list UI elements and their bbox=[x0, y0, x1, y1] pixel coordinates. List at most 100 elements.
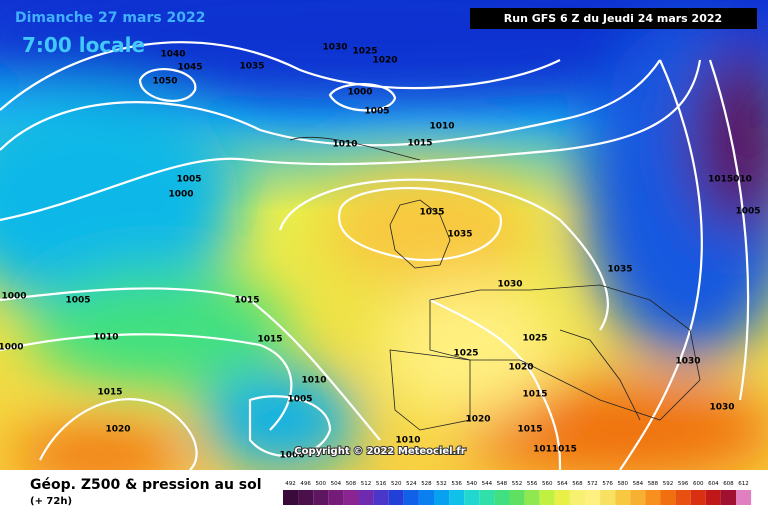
scale-swatch bbox=[720, 490, 736, 505]
isobar-label: 1030 bbox=[322, 43, 347, 53]
isobar-label: 1000 bbox=[168, 190, 193, 200]
isobar-label: 1050 bbox=[152, 77, 177, 87]
scale-swatch bbox=[705, 490, 721, 505]
scale-label: 608 bbox=[723, 481, 734, 487]
scale-label: 576 bbox=[602, 481, 613, 487]
isobar-label: 1000 bbox=[0, 343, 24, 353]
isobar-label: 1035 bbox=[607, 265, 632, 275]
scale-swatch bbox=[736, 490, 752, 505]
scale-label: 600 bbox=[693, 481, 704, 487]
scale-swatch bbox=[464, 490, 480, 505]
isobar-label: 1015 bbox=[407, 139, 432, 149]
isobar-label: 1020 bbox=[508, 363, 533, 373]
date: Dimanche 27 mars 2022 bbox=[15, 10, 206, 26]
scale-swatch bbox=[298, 490, 314, 505]
scale-label: 532 bbox=[436, 481, 447, 487]
scale-label: 512 bbox=[361, 481, 372, 487]
scale-label: 492 bbox=[285, 481, 296, 487]
scale-swatch bbox=[509, 490, 525, 505]
isobar-label: 1030 bbox=[497, 280, 522, 290]
isobar-label: 1015 bbox=[234, 296, 259, 306]
scale-swatch bbox=[328, 490, 344, 505]
isobar-label: 1025 bbox=[453, 349, 478, 359]
scale-swatch bbox=[283, 490, 299, 505]
isobar-label: 1035 bbox=[419, 208, 444, 218]
scale-swatch bbox=[403, 490, 419, 505]
isobar-label: 1020 bbox=[372, 56, 397, 66]
isobar-label: 1035 bbox=[447, 230, 472, 240]
scale-swatch bbox=[690, 490, 706, 505]
isobar-label: 1005 bbox=[287, 395, 312, 405]
scale-swatch bbox=[524, 490, 540, 505]
scale-label: 572 bbox=[587, 481, 598, 487]
isobar-label: 1015010 bbox=[708, 175, 752, 185]
scale-label: 548 bbox=[497, 481, 508, 487]
scale-label: 520 bbox=[391, 481, 402, 487]
scale-label: 552 bbox=[512, 481, 523, 487]
scale-label: 516 bbox=[376, 481, 387, 487]
scale-swatch bbox=[449, 490, 465, 505]
isobar-label: 1010 bbox=[93, 333, 118, 343]
isobar-label: 1015 bbox=[257, 335, 282, 345]
scale-label: 564 bbox=[557, 481, 568, 487]
scale-label: 592 bbox=[663, 481, 674, 487]
color-scale: 492 496 500 504 508 512 516 520 524 528 532 536 540 5… bbox=[283, 481, 752, 505]
isobar-label: 1000 bbox=[347, 88, 372, 98]
isobar-label: 1005 bbox=[176, 175, 201, 185]
scale-swatch bbox=[358, 490, 374, 505]
isobar-label: 1025 bbox=[352, 47, 377, 57]
scale-label: 528 bbox=[421, 481, 432, 487]
scale-swatch bbox=[373, 490, 389, 505]
scale-label: 540 bbox=[467, 481, 478, 487]
isobar-label: 1010 bbox=[332, 140, 357, 150]
scale-swatch bbox=[569, 490, 585, 505]
isobar-label: 1020 bbox=[465, 415, 490, 425]
scale-swatch bbox=[418, 490, 434, 505]
run-box bbox=[470, 8, 757, 29]
isobar-label: 1005 bbox=[364, 107, 389, 117]
field bbox=[0, 0, 768, 485]
scale-label: 596 bbox=[678, 481, 689, 487]
scale-label: 500 bbox=[316, 481, 327, 487]
time: 7:00 locale bbox=[22, 33, 145, 57]
scale-label: 588 bbox=[648, 481, 659, 487]
run-label: Run GFS 6 Z du Jeudi 24 mars 2022 bbox=[504, 12, 722, 25]
isobar-label: 1010 bbox=[301, 376, 326, 386]
scale-label: 524 bbox=[406, 481, 417, 487]
isobar-label: 1030 bbox=[675, 357, 700, 367]
isobar-label: 1025 bbox=[522, 334, 547, 344]
coastlines bbox=[289, 136, 701, 431]
scale-label: 536 bbox=[451, 481, 462, 487]
scale-label: 556 bbox=[527, 481, 538, 487]
scale-swatch bbox=[479, 490, 495, 505]
scale-swatch bbox=[675, 490, 691, 505]
isobar-label: 1030 bbox=[709, 403, 734, 413]
legend-title: Géop. Z500 & pression au sol bbox=[30, 477, 262, 493]
scale-swatch bbox=[600, 490, 616, 505]
scale-swatch bbox=[615, 490, 631, 505]
scale-swatch bbox=[494, 490, 510, 505]
scale-label: 504 bbox=[331, 481, 342, 487]
isobar-label: 1015 bbox=[522, 390, 547, 400]
scale-swatch bbox=[645, 490, 661, 505]
isobar-label: 1005 bbox=[65, 296, 90, 306]
isobar-label: 1011015 bbox=[533, 445, 577, 455]
isobar-label: 1045 bbox=[177, 63, 202, 73]
scale-label: 604 bbox=[708, 481, 719, 487]
scale-label: 496 bbox=[300, 481, 311, 487]
scale-label: 560 bbox=[542, 481, 553, 487]
legend-lead: (+ 72h) bbox=[30, 496, 72, 507]
isobar-label: 1015 bbox=[517, 425, 542, 435]
isobar-label: 1010 bbox=[429, 122, 454, 132]
scale-label: 508 bbox=[346, 481, 357, 487]
isobar-label: 1040 bbox=[160, 50, 185, 60]
scale-swatch bbox=[434, 490, 450, 505]
isobar-label: 1006 bbox=[279, 451, 304, 461]
scale-label: 544 bbox=[482, 481, 493, 487]
scale-swatch bbox=[313, 490, 329, 505]
scale-label: 580 bbox=[618, 481, 629, 487]
scale-label: 612 bbox=[738, 481, 749, 487]
scale-swatch bbox=[630, 490, 646, 505]
